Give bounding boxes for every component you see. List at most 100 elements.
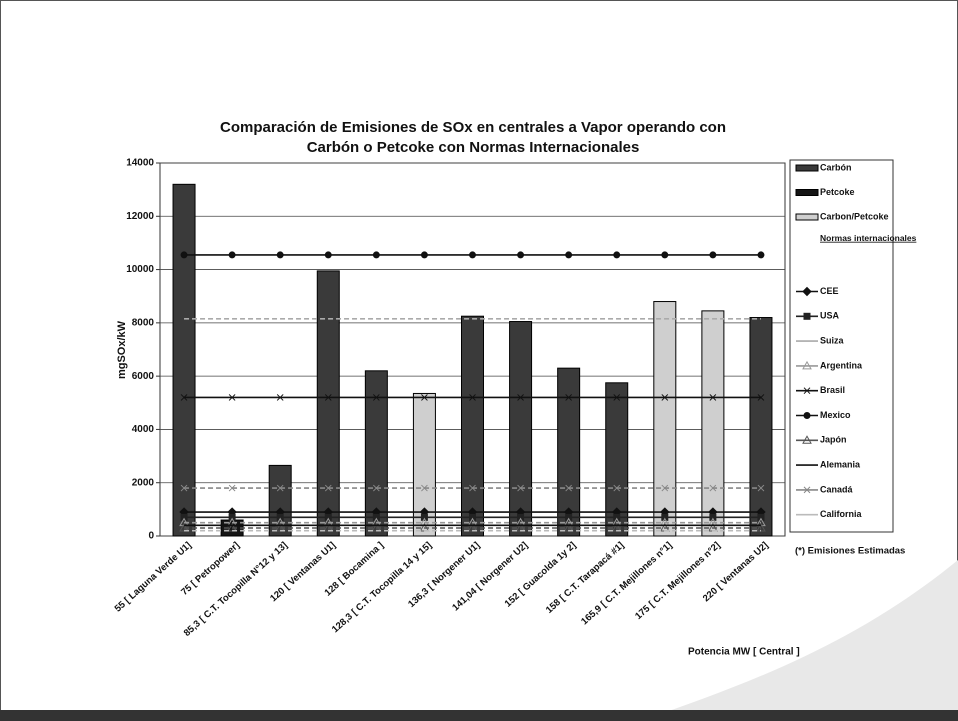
marker [420, 251, 428, 259]
marker [324, 251, 332, 259]
marker [276, 394, 284, 401]
marker [661, 513, 669, 521]
bar [557, 367, 581, 537]
marker [324, 484, 332, 492]
marker [180, 484, 188, 492]
legend-box [789, 159, 894, 533]
legend-label: Canadá [820, 484, 854, 494]
marker [276, 251, 284, 259]
marker [661, 251, 669, 259]
bar [509, 321, 533, 537]
marker [613, 394, 621, 401]
marker [372, 484, 380, 492]
marker [756, 522, 766, 532]
marker [420, 513, 428, 521]
y-tick-label: 0 [148, 531, 154, 542]
marker [709, 513, 717, 521]
marker [517, 394, 524, 401]
marker [757, 394, 765, 401]
marker [180, 513, 188, 521]
marker [757, 251, 765, 259]
y-axis-title: mgSOx/kW [116, 320, 128, 379]
footer-bar [0, 710, 958, 721]
marker [469, 484, 476, 492]
chart-title: Comparación de Emisiones de SOx en centr… [220, 119, 726, 136]
marker [469, 513, 476, 521]
marker [469, 394, 476, 401]
bar [653, 301, 677, 537]
marker [565, 484, 573, 492]
legend-label: Petcoke [820, 187, 855, 197]
marker [613, 484, 621, 492]
marker [565, 394, 573, 401]
marker [709, 484, 717, 492]
legend-marker [803, 486, 811, 494]
bar [412, 392, 436, 537]
marker [324, 394, 332, 401]
y-tick-label: 4000 [132, 424, 155, 435]
marker [565, 251, 573, 259]
legend-swatch [795, 189, 819, 196]
bar [749, 317, 773, 537]
marker [757, 484, 765, 492]
note: (*) Emisiones Estimadas [795, 546, 905, 557]
y-tick-label: 14000 [126, 158, 154, 169]
marker [421, 394, 428, 401]
bar [701, 310, 725, 537]
chart-title: Carbón o Petcoke con Normas Internaciona… [307, 139, 640, 156]
marker [517, 484, 524, 492]
legend-swatch [795, 164, 819, 172]
legend-label: Carbon/Petcoke [820, 211, 889, 221]
marker [421, 484, 428, 492]
bar [316, 270, 340, 537]
legend-label: Carbón [820, 162, 852, 172]
marker [228, 484, 236, 492]
marker [709, 394, 717, 401]
y-tick-label: 6000 [132, 371, 155, 382]
marker [228, 513, 236, 521]
legend-marker [803, 312, 811, 320]
legend-label: Mexico [820, 410, 851, 420]
legend-marker [802, 435, 812, 444]
marker [661, 484, 669, 492]
marker [228, 251, 236, 259]
legend-label: Brasil [820, 385, 845, 395]
bar [605, 382, 629, 537]
marker [565, 513, 573, 521]
legend-label: USA [820, 311, 840, 321]
marker [709, 251, 717, 259]
legend-label: Argentina [820, 360, 863, 370]
marker [179, 517, 189, 527]
marker [613, 513, 621, 521]
legend-swatch [795, 213, 819, 221]
y-tick-label: 2000 [132, 477, 155, 488]
marker [324, 513, 332, 521]
legend-label: Suiza [820, 335, 845, 345]
marker [372, 394, 380, 401]
x-axis-title: Potencia MW [ Central ] [688, 647, 800, 658]
legend-label: California [820, 509, 863, 519]
legend-marker [803, 387, 811, 395]
marker [517, 251, 525, 259]
marker [757, 513, 765, 521]
marker [372, 513, 380, 521]
marker [372, 251, 380, 259]
legend-marker [802, 286, 812, 297]
legend-marker [803, 412, 811, 419]
legend-marker [802, 360, 812, 370]
bar [268, 464, 292, 537]
bar [172, 183, 196, 537]
marker [613, 251, 621, 259]
marker [228, 394, 236, 401]
y-tick-label: 12000 [126, 211, 154, 222]
marker [469, 251, 476, 259]
legend-heading: Normas internacionales [820, 233, 917, 243]
marker [180, 251, 188, 259]
legend-label: Japón [820, 435, 847, 445]
marker [180, 394, 188, 401]
marker [179, 522, 189, 532]
y-tick-label: 10000 [126, 264, 154, 275]
legend-label: Alemania [820, 459, 861, 469]
decoration [640, 560, 958, 721]
